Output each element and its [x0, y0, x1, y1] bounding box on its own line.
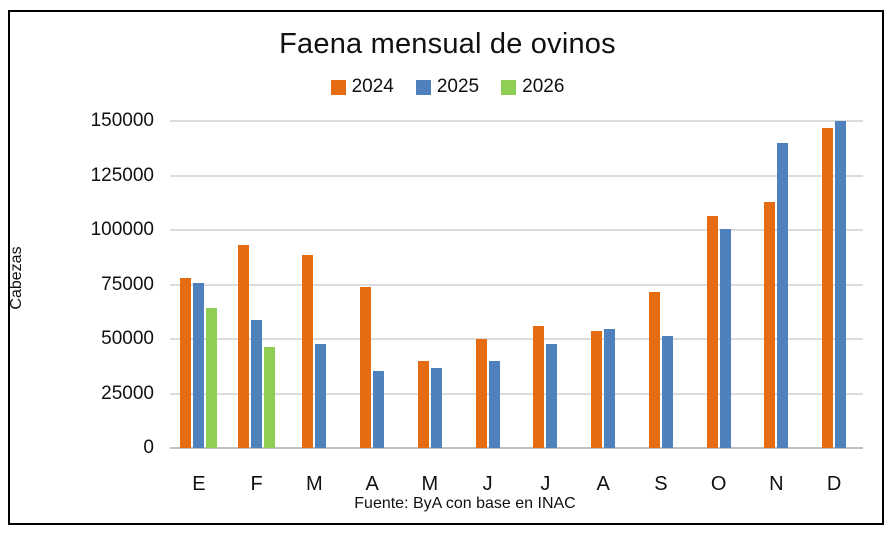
bar-group-month-10 — [690, 121, 748, 448]
chart-frame — [8, 10, 884, 525]
bar-2024-month-5 — [417, 360, 429, 448]
bar-2025-month-4 — [373, 370, 385, 448]
y-tick-label-25000: 25000 — [101, 382, 154, 404]
gridline-125000 — [170, 174, 863, 177]
x-tick-label-11: N — [769, 473, 784, 495]
x-tick-label-10: O — [710, 473, 727, 495]
legend: 2024 2025 2026 — [0, 76, 895, 98]
x-tick-label-6: J — [482, 473, 493, 495]
bar-group-month-8 — [574, 121, 632, 448]
legend-swatch-2025 — [415, 79, 431, 95]
bar-2024-month-6 — [475, 339, 487, 448]
bar-2024-month-8 — [591, 331, 603, 448]
bar-2025-month-7 — [546, 344, 558, 448]
gridline-50000 — [170, 338, 863, 340]
x-tick-label-5: M — [421, 473, 439, 495]
y-tick-label-100000: 100000 — [90, 219, 154, 240]
bar-2025-month-6 — [488, 360, 500, 448]
bar-group-month-11 — [748, 121, 806, 448]
x-tick-label-2: F — [250, 473, 263, 495]
bar-2024-month-7 — [533, 325, 545, 448]
bar-2026-month-2 — [264, 346, 276, 448]
legend-item-2026: 2026 — [501, 76, 564, 98]
chart-title: Faena mensual de ovinos — [279, 28, 616, 60]
bar-2025-month-5 — [430, 368, 442, 448]
bar-2024-month-11 — [764, 201, 776, 448]
bar-group-month-7 — [517, 121, 575, 448]
y-tick-label-150000: 150000 — [90, 110, 154, 131]
legend-item-2025: 2025 — [415, 76, 480, 98]
y-tick-label-75000: 75000 — [101, 273, 154, 295]
bar-2026-month-1 — [206, 308, 218, 448]
bar-group-month-2 — [228, 121, 286, 448]
bar-group-month-9 — [632, 121, 690, 448]
bar-2025-month-10 — [719, 228, 731, 448]
bar-group-month-4 — [343, 121, 401, 448]
bar-2024-month-4 — [360, 286, 372, 448]
y-axis-title: Cabezas — [8, 246, 25, 310]
x-tick-label-9: S — [654, 473, 668, 495]
y-tick-label-0: 0 — [143, 437, 154, 458]
gridline-0 — [170, 447, 863, 449]
bar-2024-month-2 — [238, 245, 250, 448]
legend-label-2025: 2025 — [436, 76, 480, 97]
y-tick-label-50000: 50000 — [101, 328, 154, 349]
legend-swatch-2026 — [501, 79, 517, 95]
x-tick-label-3: M — [306, 473, 323, 495]
bar-2025-month-3 — [315, 344, 327, 448]
bar-2024-month-12 — [822, 127, 834, 448]
bar-2024-month-10 — [706, 215, 718, 448]
y-tick-label-125000: 125000 — [90, 164, 154, 186]
bar-2024-month-1 — [180, 277, 192, 448]
x-tick-label-1: E — [192, 473, 206, 495]
legend-swatch-2024 — [330, 79, 346, 95]
bar-group-month-6 — [459, 121, 517, 448]
legend-item-2024: 2024 — [330, 76, 394, 98]
gridline-100000 — [170, 229, 863, 231]
bar-2025-month-2 — [251, 320, 263, 448]
x-tick-label-12: D — [826, 473, 842, 495]
plot-area — [170, 120, 863, 449]
gridline-75000 — [170, 283, 863, 286]
bar-2025-month-12 — [835, 121, 847, 448]
source-note: Fuente: ByA con base en INAC — [354, 495, 576, 512]
bar-2025-month-9 — [661, 335, 673, 448]
x-tick-label-4: A — [365, 473, 379, 495]
bar-2025-month-1 — [193, 283, 205, 448]
bar-group-month-1 — [170, 121, 228, 448]
bar-2024-month-9 — [648, 292, 660, 448]
bar-2025-month-8 — [604, 329, 616, 448]
gridline-25000 — [170, 392, 863, 395]
x-tick-label-8: A — [596, 473, 610, 495]
gridline-150000 — [170, 120, 863, 122]
bar-2024-month-3 — [302, 255, 314, 448]
bar-2025-month-11 — [777, 142, 789, 448]
bar-group-month-5 — [401, 121, 459, 448]
bar-group-month-3 — [286, 121, 344, 448]
x-tick-label-7: J — [540, 473, 551, 495]
bar-group-month-12 — [805, 121, 863, 448]
legend-label-2024: 2024 — [351, 76, 394, 97]
legend-label-2026: 2026 — [522, 76, 565, 97]
